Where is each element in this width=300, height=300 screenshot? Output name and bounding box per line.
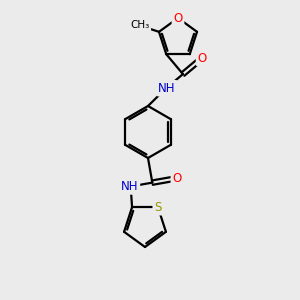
Text: O: O	[197, 52, 207, 64]
Text: NH: NH	[121, 180, 138, 193]
Text: O: O	[172, 172, 182, 185]
Text: S: S	[154, 201, 162, 214]
Text: NH: NH	[158, 82, 176, 95]
Text: CH₃: CH₃	[130, 20, 149, 30]
Text: O: O	[173, 11, 183, 25]
